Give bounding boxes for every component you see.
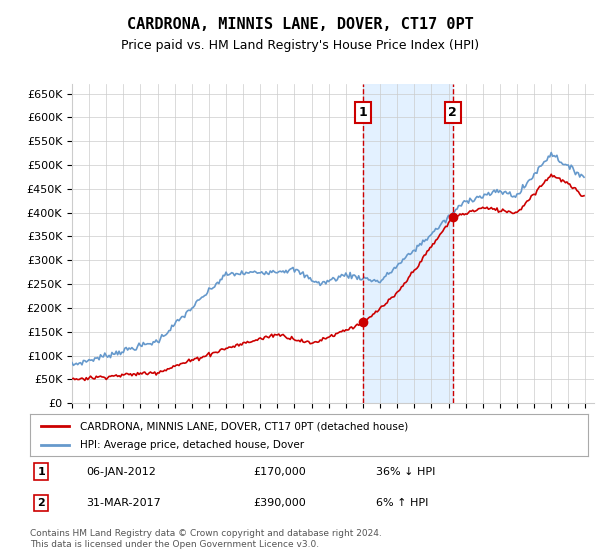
Text: HPI: Average price, detached house, Dover: HPI: Average price, detached house, Dove… xyxy=(80,440,304,450)
Bar xyxy=(363,84,453,403)
Text: 2: 2 xyxy=(448,106,457,119)
Text: 1: 1 xyxy=(37,466,45,477)
Text: 36% ↓ HPI: 36% ↓ HPI xyxy=(376,466,436,477)
Text: £390,000: £390,000 xyxy=(253,498,306,508)
Text: 6% ↑ HPI: 6% ↑ HPI xyxy=(376,498,428,508)
Text: 2: 2 xyxy=(37,498,45,508)
Text: CARDRONA, MINNIS LANE, DOVER, CT17 0PT (detached house): CARDRONA, MINNIS LANE, DOVER, CT17 0PT (… xyxy=(80,421,409,431)
Text: CARDRONA, MINNIS LANE, DOVER, CT17 0PT: CARDRONA, MINNIS LANE, DOVER, CT17 0PT xyxy=(127,17,473,32)
Text: Price paid vs. HM Land Registry's House Price Index (HPI): Price paid vs. HM Land Registry's House … xyxy=(121,39,479,52)
Text: 1: 1 xyxy=(359,106,368,119)
Text: 06-JAN-2012: 06-JAN-2012 xyxy=(86,466,155,477)
Text: Contains HM Land Registry data © Crown copyright and database right 2024.
This d: Contains HM Land Registry data © Crown c… xyxy=(30,529,382,549)
Text: 31-MAR-2017: 31-MAR-2017 xyxy=(86,498,161,508)
Text: £170,000: £170,000 xyxy=(253,466,306,477)
